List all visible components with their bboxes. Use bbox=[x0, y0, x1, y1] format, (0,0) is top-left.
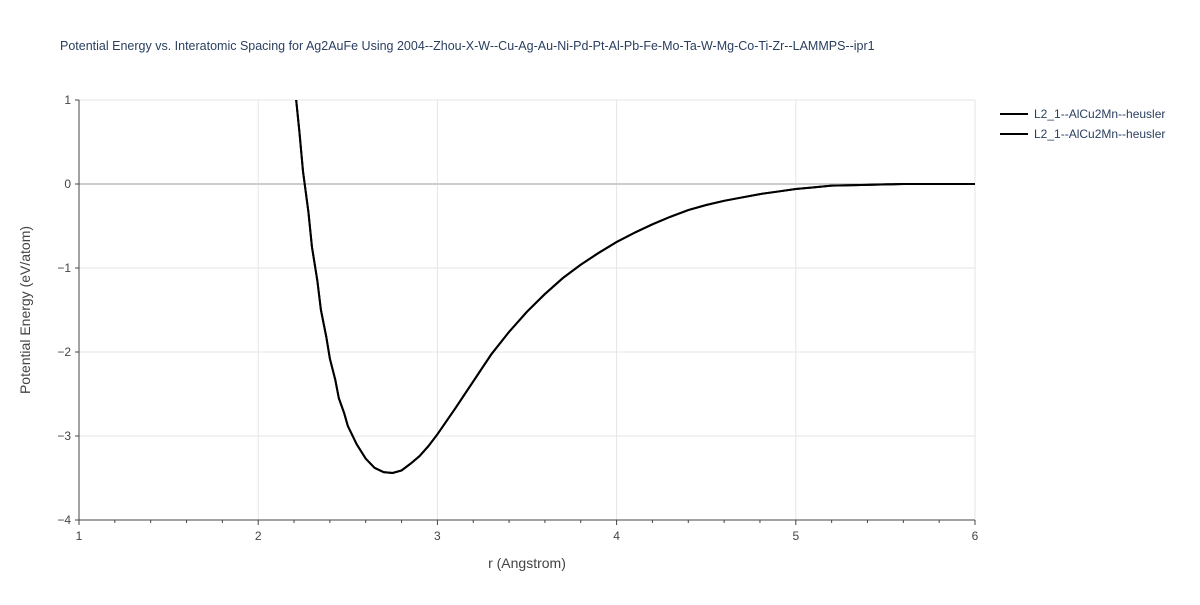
legend-entry-label[interactable]: L2_1--AlCu2Mn--heusler bbox=[1034, 107, 1165, 121]
y-tick-label: 1 bbox=[64, 93, 71, 107]
chart-title: Potential Energy vs. Interatomic Spacing… bbox=[60, 39, 875, 53]
x-tick-label: 3 bbox=[434, 529, 441, 543]
x-tick-label: 1 bbox=[76, 529, 83, 543]
y-tick-label: −1 bbox=[57, 261, 71, 275]
x-tick-label: 6 bbox=[972, 529, 979, 543]
y-tick-label: −4 bbox=[57, 513, 71, 527]
series-line-2[interactable] bbox=[294, 79, 975, 474]
axis-layer: 1 2 3 4 5 6 1 0 −1 −2 −3 −4 bbox=[57, 93, 978, 543]
x-tick-label: 2 bbox=[255, 529, 262, 543]
grid-layer bbox=[79, 99, 976, 520]
x-axis-label: r (Angstrom) bbox=[488, 555, 566, 571]
series-line-1[interactable] bbox=[294, 79, 975, 474]
y-axis-label: Potential Energy (eV/atom) bbox=[17, 226, 33, 394]
legend: L2_1--AlCu2Mn--heusler L2_1--AlCu2Mn--heu… bbox=[1000, 107, 1165, 141]
legend-entry-label[interactable]: L2_1--AlCu2Mn--heusler bbox=[1034, 127, 1165, 141]
x-tick-label: 4 bbox=[613, 529, 620, 543]
plot-area[interactable] bbox=[294, 79, 975, 474]
x-tick-label: 5 bbox=[792, 529, 799, 543]
y-tick-label: −2 bbox=[57, 345, 71, 359]
y-tick-label: −3 bbox=[57, 429, 71, 443]
y-tick-label: 0 bbox=[64, 177, 71, 191]
